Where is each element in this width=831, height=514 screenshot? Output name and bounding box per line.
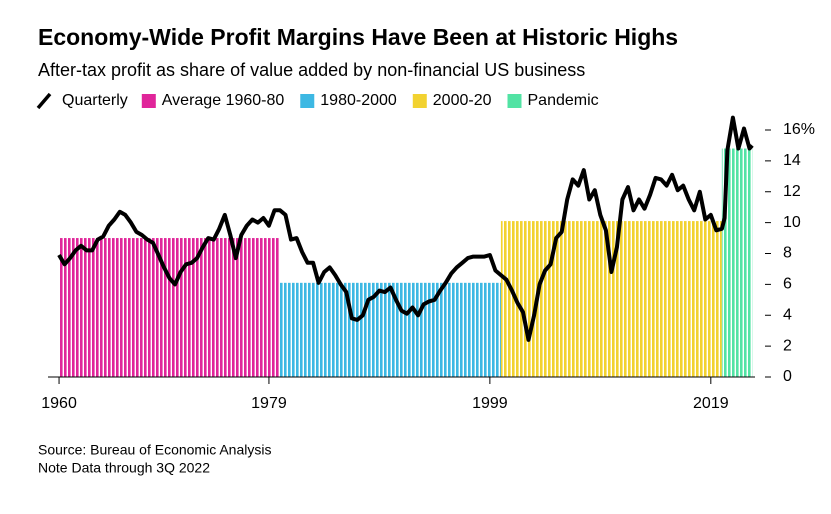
legend-label: Pandemic	[528, 92, 599, 109]
legend-swatch	[300, 94, 315, 108]
period-bar	[279, 282, 501, 377]
legend-line	[36, 92, 52, 110]
legend-swatch	[507, 94, 522, 108]
x-tick-label: 1979	[251, 395, 287, 412]
line	[57, 115, 754, 342]
period-bar	[500, 221, 722, 377]
legend-label: 1980-2000	[320, 92, 397, 109]
y-tick-label: 4	[783, 306, 792, 323]
source: Source: Bureau of Economic Analysis	[38, 442, 271, 458]
y-tick-label: 0	[783, 368, 792, 385]
x-tick-label: 1999	[472, 395, 508, 412]
y-tick-label: 10	[783, 214, 801, 231]
y-tick-label: 2	[783, 337, 792, 354]
y-tick-label: 8	[783, 245, 792, 262]
y-tick-label: 12	[783, 183, 801, 200]
y-tick-label: 16%	[783, 121, 815, 138]
period-bar	[59, 238, 280, 377]
legend-swatch	[141, 94, 156, 108]
x-tick-label: 1960	[41, 395, 77, 412]
chart-title: Economy-Wide Profit Margins Have Been at…	[38, 24, 678, 50]
note: Note Data through 3Q 2022	[38, 460, 210, 476]
legend-label: Average 1960-80	[162, 92, 285, 109]
y-tick-label: 14	[783, 152, 801, 169]
chart-subtitle: After-tax profit as share of value added…	[38, 60, 585, 80]
legend-label: Quarterly	[62, 92, 128, 109]
legend-swatch	[412, 94, 427, 108]
x-tick-label: 2019	[693, 395, 729, 412]
legend-label: 2000-20	[433, 92, 492, 109]
y-tick-label: 6	[783, 276, 792, 293]
